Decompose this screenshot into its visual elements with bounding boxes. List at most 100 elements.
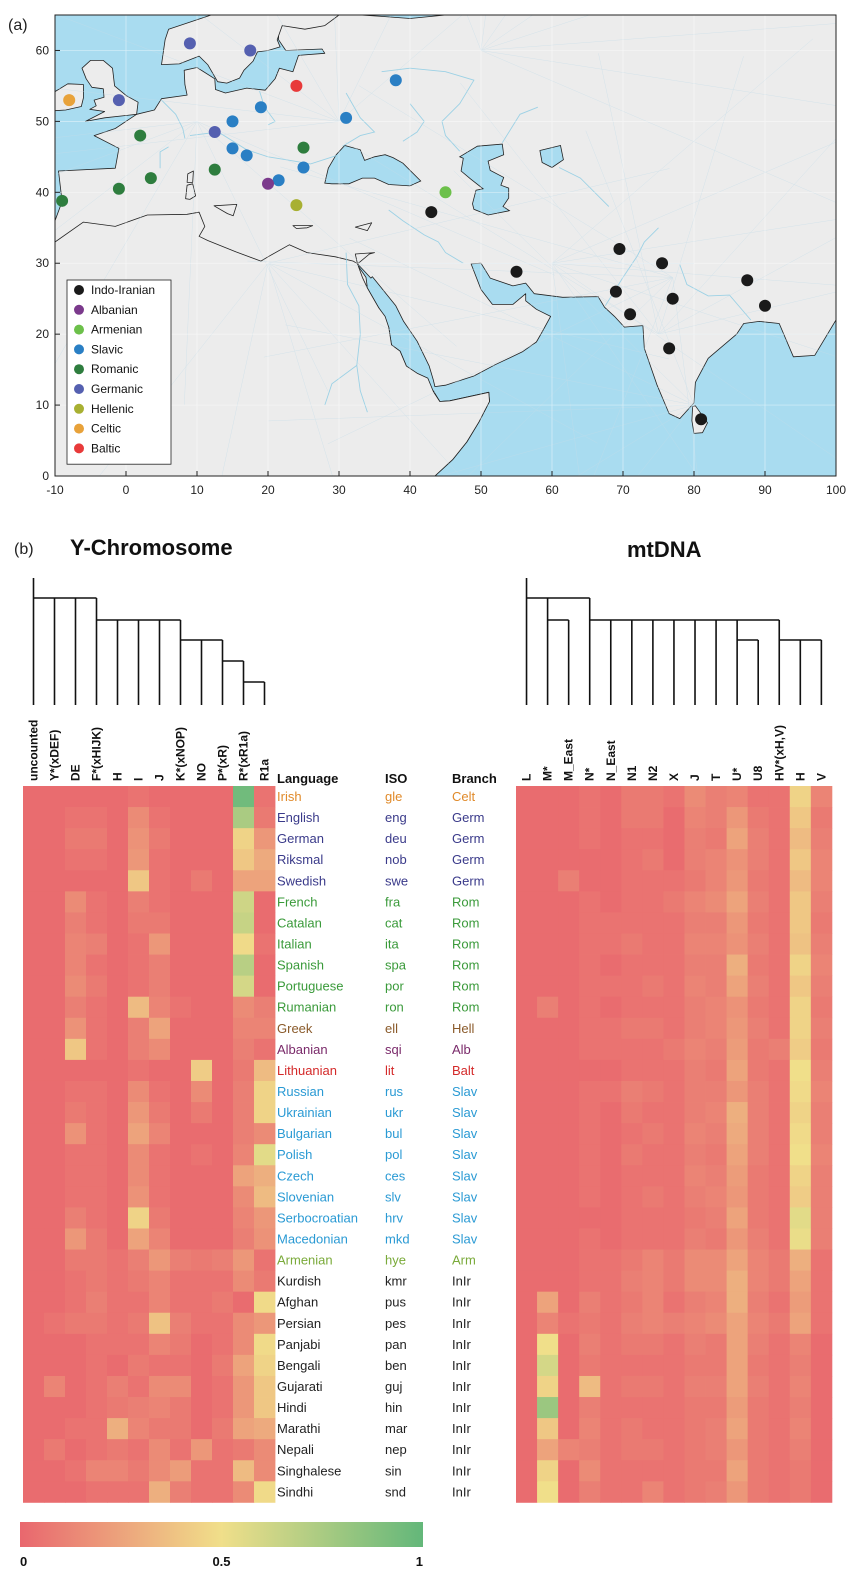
y-cell [170,912,192,934]
y-cell [65,1397,87,1419]
mt-cell [579,1228,601,1250]
mt-cell [558,1059,580,1082]
mt-cell [747,786,770,808]
y-cell [44,1333,66,1356]
mt-cell [642,870,664,892]
mt-cell [810,1397,833,1419]
mt-cell [537,1228,559,1250]
mt-cell [705,828,727,850]
y-cell [107,912,129,934]
y-cell [170,933,192,955]
mt-cell [642,954,664,977]
mt-cell [684,1354,706,1377]
connection-line [276,15,340,122]
y-cell [233,807,255,829]
y-cell [86,1102,108,1124]
y-cell [128,1481,150,1503]
mt-column-label: M_East [562,739,576,781]
row-branch: InIr [452,1442,471,1457]
y-cell [107,1102,129,1124]
y-cell [254,1481,276,1503]
point-indo-iranian [695,413,708,426]
y-cell [44,1375,66,1398]
y-cell [23,1375,45,1398]
mtdna-tree [525,578,823,705]
row-branch: Balt [452,1063,475,1078]
y-cell [107,1144,129,1166]
row-branch: Slav [452,1232,478,1247]
legend-marker-romanic [74,364,84,375]
mt-cell [516,1291,538,1314]
mt-cell [768,1207,791,1229]
mt-cell [789,1080,812,1103]
mt-cell [684,870,706,892]
y-cell [86,1207,108,1229]
mt-column-label: U8 [751,765,765,781]
y-cell [233,1439,255,1461]
mt-cell [558,1228,580,1250]
mt-cell [789,1123,812,1145]
mt-cell [810,996,833,1019]
y-cell [149,912,171,934]
mt-cell [537,1017,559,1040]
y-cell [191,1333,213,1356]
y-cell [191,828,213,850]
mt-cell [768,1270,791,1293]
mt-cell [642,1397,664,1419]
mt-cell [684,1080,706,1103]
mt-cell [621,1038,643,1061]
y-cell [149,1102,171,1124]
x-tick-label: -10 [46,483,64,497]
y-cell [65,870,87,892]
mt-cell [642,807,664,829]
y-cell [107,1249,129,1272]
y-cell [212,1102,234,1124]
y-column-label: I [132,778,146,781]
mt-cell [558,870,580,892]
mt-column-label: H [793,772,807,781]
y-cell [86,1228,108,1250]
mt-cell [600,954,622,977]
y-cell [107,870,129,892]
connection-line [593,277,673,476]
mt-cell [516,1439,538,1461]
y-cell [23,1439,45,1461]
mt-cell [516,1144,538,1166]
y-cell [191,996,213,1019]
y-cell [107,1291,129,1314]
y-cell [128,1059,150,1082]
mt-cell [705,954,727,977]
y-cell [128,1165,150,1187]
mt-cell [642,1291,664,1314]
mt-cell [537,828,559,850]
mt-cell [810,1291,833,1314]
y-cell [65,1017,87,1040]
y-cell [65,1354,87,1377]
river-ganges [679,264,752,321]
mt-cell [768,807,791,829]
y-cell [107,1059,129,1082]
y-cell [233,1481,255,1503]
row-language: Kurdish [277,1274,321,1289]
river-euphrates [388,209,464,264]
y-cell [149,1186,171,1208]
mt-cell [537,1312,559,1335]
y-cell [107,954,129,977]
mt-cell [579,1418,601,1440]
row-iso: sqi [385,1042,402,1057]
y-cell [107,828,129,850]
mt-cell [558,786,580,808]
y-cell [23,1038,45,1061]
mt-cell [789,1207,812,1229]
mt-cell [810,1207,833,1229]
mt-cell [621,912,643,934]
row-language: Singhalese [277,1463,341,1478]
mt-cell [579,1165,601,1187]
y-cell [212,870,234,892]
mt-cell [810,1481,833,1503]
mt-cell [621,954,643,977]
point-indo-iranian [656,257,669,270]
mt-cell [768,1228,791,1250]
y-cell [149,1249,171,1272]
